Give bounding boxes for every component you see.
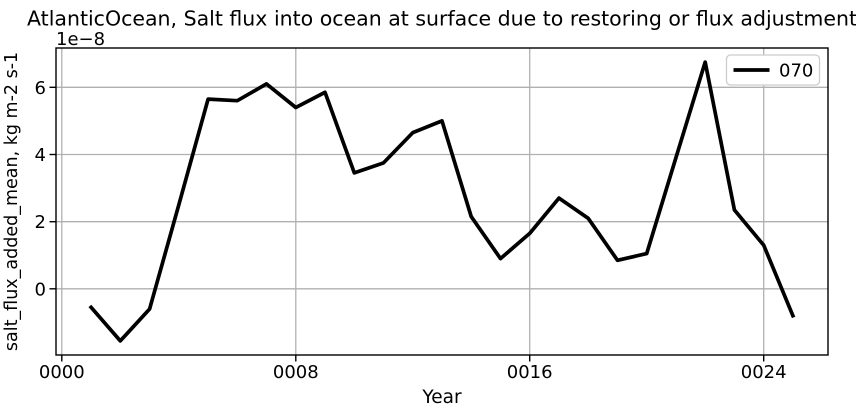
x-tick-label: 0008 [273, 362, 319, 383]
chart-title: AtlanticOcean, Salt flux into ocean at s… [27, 7, 856, 31]
y-axis-offset-text: 1e−8 [56, 29, 105, 50]
x-tick-label: 0000 [39, 362, 85, 383]
plot-area [56, 48, 828, 355]
axes-frame [55, 47, 829, 356]
y-tick-label: 6 [35, 78, 46, 99]
x-axis-label: Year [421, 387, 462, 408]
x-tick-label: 0016 [507, 362, 553, 383]
legend-box [725, 54, 821, 86]
data-line-070 [88, 60, 796, 343]
y-axis-label: salt_flux_added_mean, kg m-2 s-1 [2, 52, 22, 351]
y-tick-label: 2 [35, 212, 46, 233]
y-tick-label: 0 [35, 279, 46, 300]
x-tick-label: 0024 [741, 362, 787, 383]
legend: 070 [725, 54, 821, 86]
y-tick-label: 4 [35, 145, 46, 166]
legend-label: 070 [779, 61, 813, 82]
ticks: 0000 0008 0016 0024 0 2 4 6 [35, 78, 787, 383]
